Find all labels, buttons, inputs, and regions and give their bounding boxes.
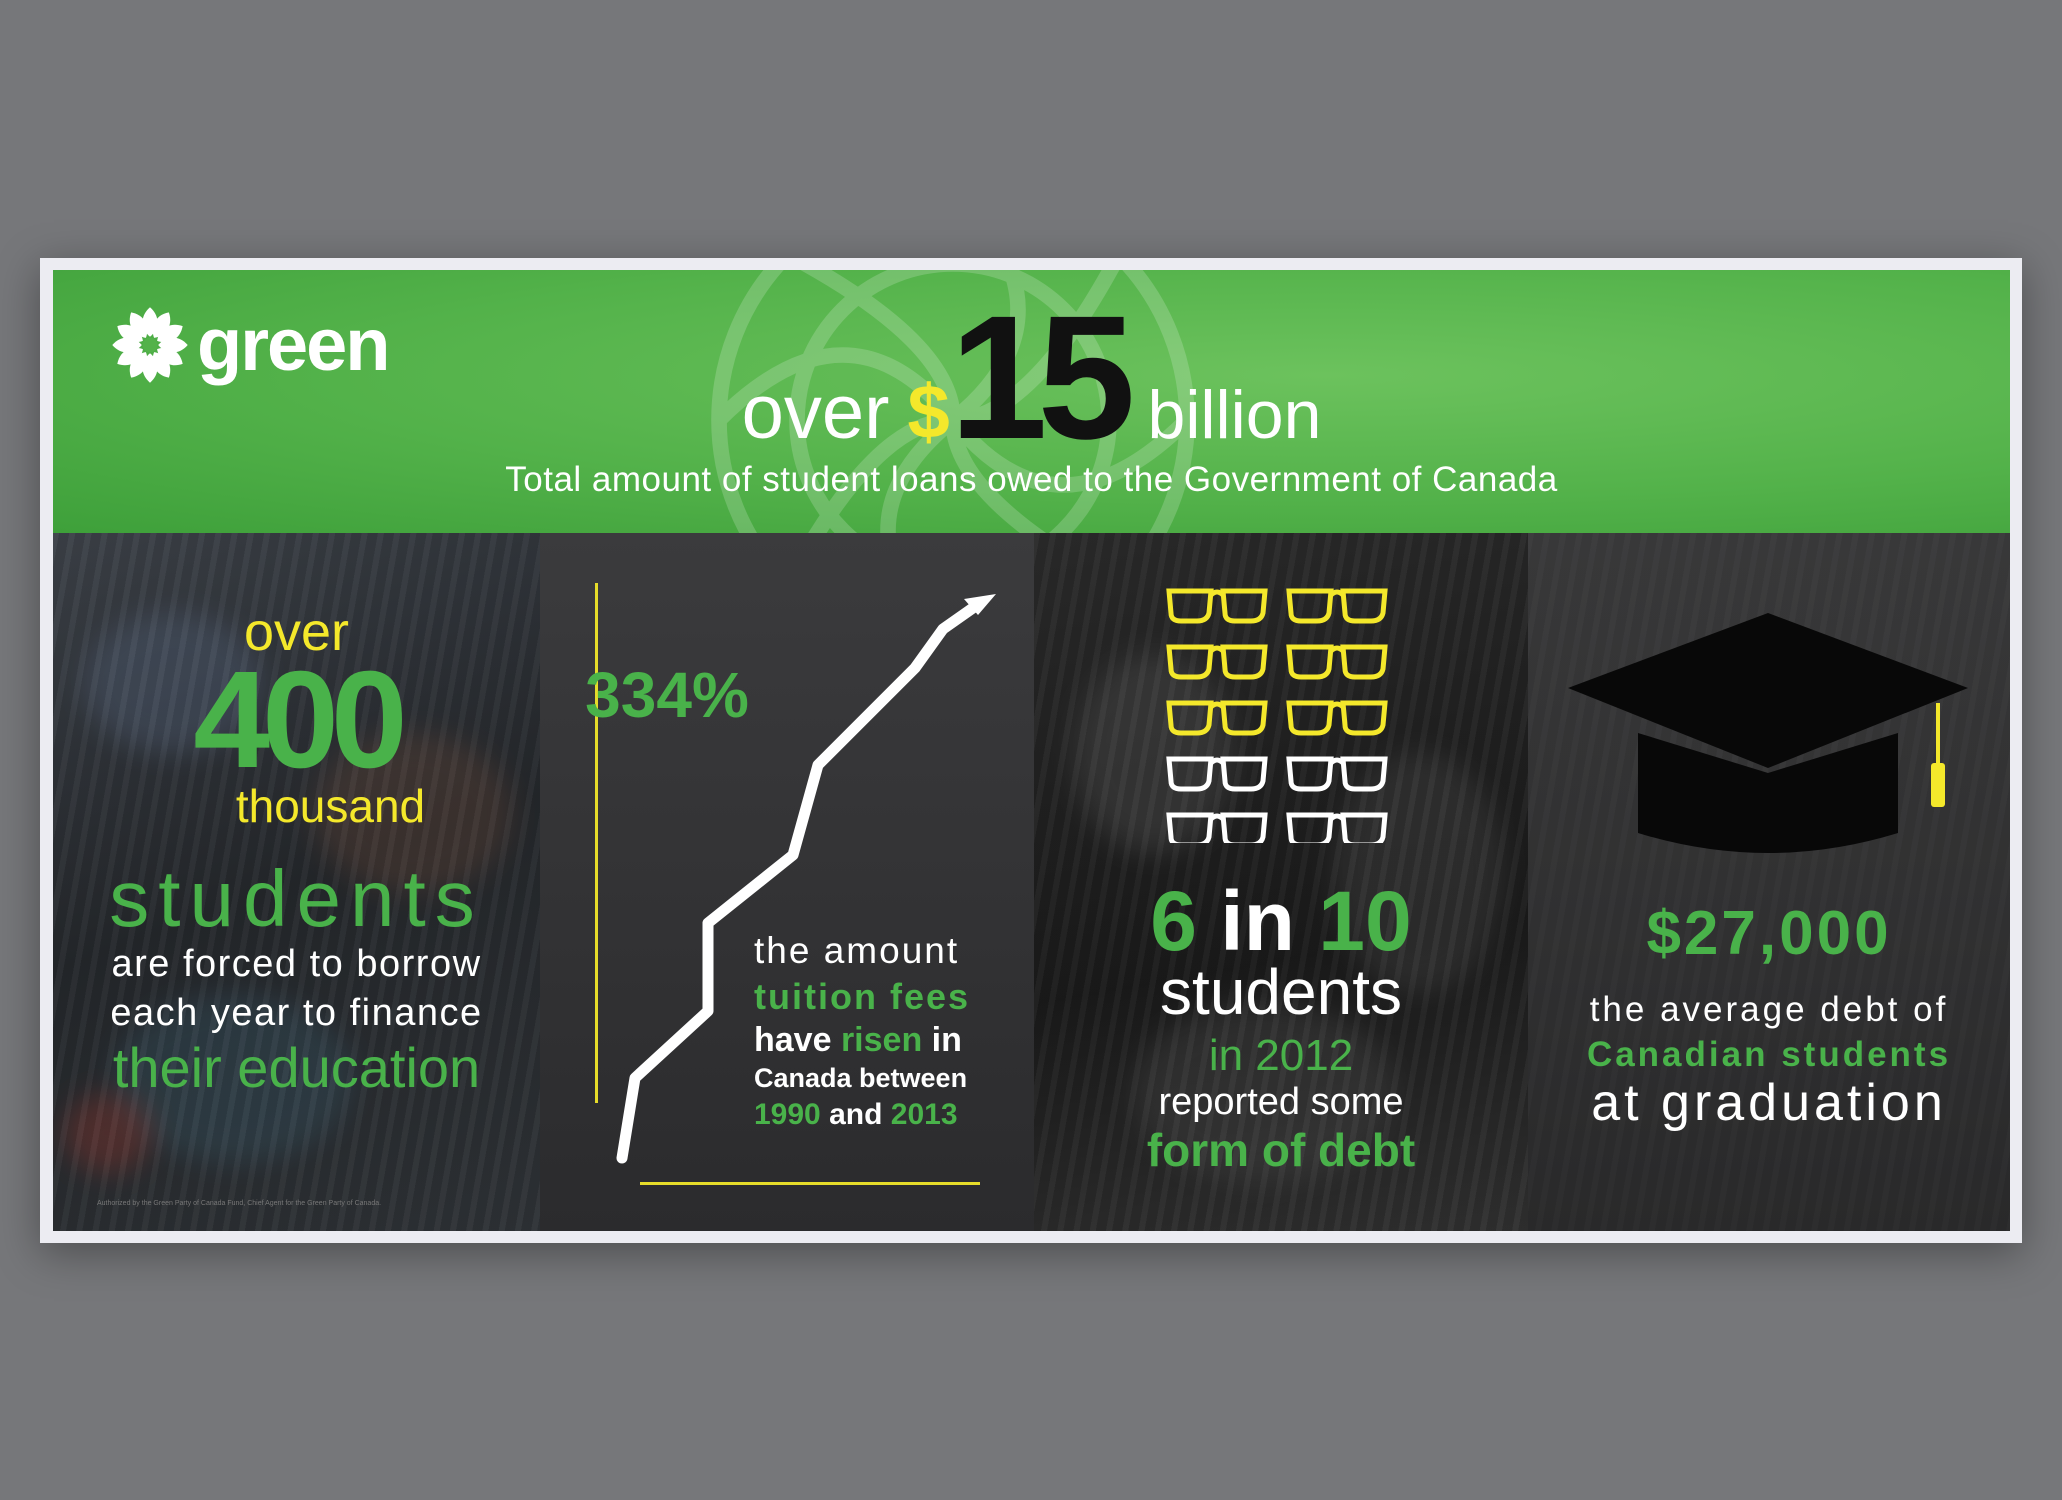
crowd-photo-texture [1034,533,1528,1231]
tuition-caption: the amount tuition fees have risen in Ca… [754,928,970,1133]
flower-watermark-icon [711,270,1195,533]
glasses-icon [1286,588,1388,624]
header-banner: green over $15 billion Total amount of stu… [53,270,2010,533]
brand-logo: green [109,303,391,386]
debt-line-1: the average debt of [1589,990,1949,1029]
debt-line-3: at graduation [1591,1074,1947,1132]
glasses-icon [1166,812,1268,843]
ratio-line-2: form of debt [1146,1124,1416,1176]
students-line-1: are forced to borrow [111,943,482,985]
ratio-year: in 2012 [1208,1031,1354,1080]
ratio-students: students [1160,956,1402,1028]
stat-panels: over 400 thousand students are forced to… [53,533,2010,1231]
headline-amount: 15 [949,280,1136,476]
glasses-icon [1286,644,1388,680]
students-line-3: their education [112,1036,481,1099]
headline-caption: Total amount of student loans owed to th… [505,460,1558,499]
tuition-percent: 334% [585,659,749,731]
crowd-photo-texture [53,533,540,1231]
students-thousand: thousand [235,780,426,832]
glasses-icon [1166,588,1268,624]
tuition-line-1: the amount [754,930,960,971]
chart-y-axis [595,583,598,1103]
glasses-icon [1286,700,1388,736]
glasses-icon [1286,756,1388,792]
tuition-line-2: tuition fees [754,976,971,1018]
students-line-2: each year to finance [110,992,483,1034]
ratio-line-1: reported some [1158,1081,1404,1123]
debt-amount: $27,000 [1646,899,1892,968]
headline-currency: $ [907,370,950,455]
students-label: students [109,854,484,943]
headline-over: over [741,370,890,455]
students-over: over [243,602,350,662]
infographic-card: green over $15 billion Total amount of stu… [40,258,2022,1243]
graduation-cap-icon [1568,613,1968,853]
ratio-headline: 6 in 10 [1150,874,1412,968]
tuition-line-4: Canada between [754,1062,968,1093]
flower-logo-icon [112,307,188,383]
tuition-line-5: 1990 and 2013 [754,1097,958,1131]
rising-line-arrow-icon [616,594,996,1164]
glasses-icon [1166,644,1268,680]
panel-tuition-increase: 334% the amount tuition fees have risen … [540,533,1034,1231]
headline-stat: over $15 billion [53,290,2010,466]
chart-x-axis [640,1182,980,1185]
glasses-icon [1166,756,1268,792]
glasses-icon [1166,700,1268,736]
glasses-icon [1286,812,1388,843]
students-number: 400 [193,643,407,797]
headline-unit: billion [1147,377,1322,453]
glasses-grid [1166,588,1388,843]
panel-six-in-ten: 6 in 10 students in 2012 reported some f… [1034,533,1528,1231]
tuition-line-3: have risen in [754,1021,962,1060]
panel-average-debt: $27,000 the average debt of Canadian stu… [1528,533,2010,1231]
legal-disclaimer: Authorized by the Green Party of Canada … [97,1200,382,1207]
panel-students-borrowing: over 400 thousand students are forced to… [53,533,540,1231]
logo-wordmark: green [197,303,391,386]
debt-line-2: Canadian students [1586,1035,1952,1074]
